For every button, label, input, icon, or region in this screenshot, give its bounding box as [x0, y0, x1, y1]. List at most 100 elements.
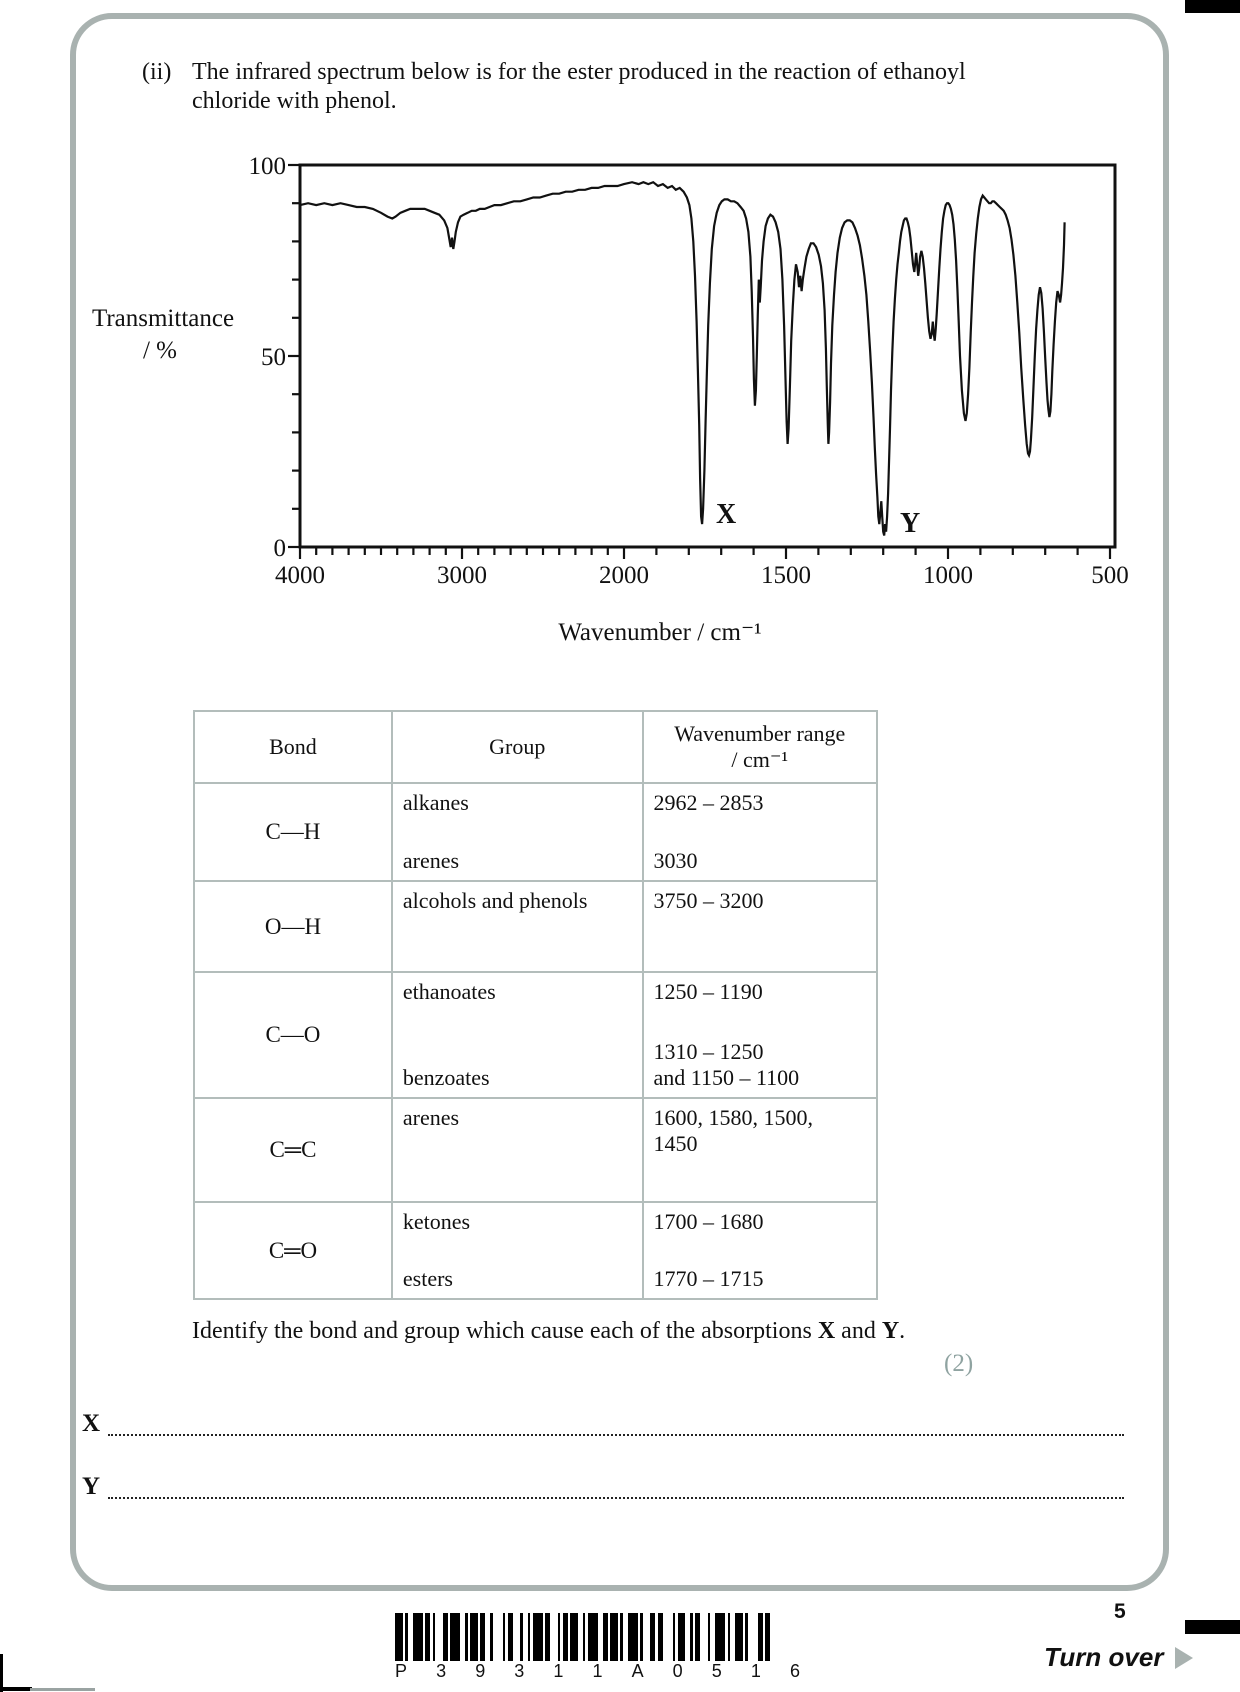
barcode-gap [460, 1613, 465, 1661]
barcode-gap [407, 1613, 413, 1661]
barcode-gap [685, 1613, 690, 1661]
x-tick-label: 1000 [923, 562, 973, 589]
barcode-gap [485, 1613, 490, 1661]
bottom-left-crop-mark [0, 1654, 3, 1692]
barcode-bar [527, 1613, 530, 1661]
barcode-gap [512, 1613, 520, 1661]
group-value: arenes [402, 1105, 460, 1130]
table-header-group: Group [390, 710, 644, 784]
answer-line-x[interactable] [108, 1400, 1124, 1436]
ir-spectrum-chart: 4000 3000 2000 1500 1000 500 0 50 100 Transmittan… [92, 153, 1129, 646]
barcode-gap [762, 1613, 765, 1661]
barcode-gap [617, 1613, 620, 1661]
barcode-gap [435, 1613, 443, 1661]
barcode-gap [430, 1613, 433, 1661]
barcode-char: 1 [553, 1661, 564, 1681]
barcode-bar [507, 1613, 513, 1661]
barcode-bar [690, 1613, 693, 1661]
barcode-bar [715, 1613, 725, 1661]
barcode-bar [520, 1613, 523, 1661]
barcode-char: 3 [436, 1661, 447, 1681]
barcode-bar [480, 1613, 485, 1661]
bond-cell: C═C [193, 1097, 393, 1203]
range-cell: 2962 – 2853 3030 [641, 782, 879, 882]
barcode-gap [542, 1613, 545, 1661]
barcode-bar [442, 1613, 448, 1661]
range-value: 1310 – 1250 and 1150 – 1100 [653, 1039, 800, 1090]
answer-line-y[interactable] [108, 1463, 1124, 1499]
group-value: ethanoates [402, 979, 496, 1004]
turn-over-indicator: Turn over [1044, 1642, 1194, 1673]
wavenumber-correlation-table: Bond Group Wavenumber range / cm⁻¹ C—H alk… [193, 710, 879, 1300]
barcode-bar [465, 1613, 468, 1661]
x-tick-label: 3000 [437, 562, 487, 589]
barcode-gap [742, 1613, 745, 1661]
barcode-bar [432, 1613, 435, 1661]
range-value: 1770 – 1715 [653, 1266, 764, 1291]
barcode-gap [422, 1613, 425, 1661]
barcode-bar [532, 1613, 543, 1661]
barcode-char: 9 [475, 1661, 486, 1681]
group-cell: arenes [390, 1097, 644, 1203]
barcode-gap [642, 1613, 650, 1661]
group-cell: alcohols and phenols [390, 880, 644, 973]
bond-cell: C═O [193, 1201, 393, 1300]
barcode-char: 1 [750, 1661, 761, 1681]
barcode-bar [650, 1613, 655, 1661]
barcode-gap [692, 1613, 695, 1661]
range-value: 1600, 1580, 1500, 1450 [653, 1105, 814, 1156]
top-right-print-mark [1185, 0, 1240, 13]
barcode-text: P 3 9 3 1 1 A 0 5 1 6 [395, 1661, 800, 1682]
barcode-bar [405, 1613, 408, 1661]
group-value: alcohols and phenols [402, 888, 588, 913]
range-value: 1250 – 1190 [653, 979, 763, 1004]
range-cell: 3750 – 3200 [641, 880, 879, 973]
barcode-bar [610, 1613, 618, 1661]
barcode-gap [505, 1613, 508, 1661]
y-tick-label: 50 [261, 344, 286, 371]
answer-label-x: X [82, 1410, 101, 1437]
answer-label-y: Y [82, 1473, 101, 1500]
range-value: 2962 – 2853 [653, 790, 764, 815]
barcode-gap [770, 1613, 773, 1661]
prompt-x: X [817, 1318, 836, 1344]
barcode-gap [700, 1613, 708, 1661]
y-axis-title-units: / % [143, 337, 177, 364]
barcode-bar [502, 1613, 505, 1661]
barcode-bar [602, 1613, 608, 1661]
range-value: 3750 – 3200 [653, 888, 764, 913]
range-cell: 1600, 1580, 1500, 1450 [641, 1097, 879, 1203]
range-value: 3030 [653, 848, 698, 873]
group-value: benzoates [402, 1065, 490, 1090]
barcode-gap [747, 1613, 758, 1661]
table-row: C—O ethanoates benzoates 1250 – 1190 1310 – … [193, 971, 879, 1099]
bond-cell: O—H [193, 880, 393, 973]
bottom-left-crop-mark-horizontal [0, 1687, 32, 1691]
barcode-gap [637, 1613, 640, 1661]
barcode-gap [560, 1613, 563, 1661]
page-number: 5 [1114, 1600, 1126, 1623]
barcode-gap [530, 1613, 533, 1661]
barcode-bar [490, 1613, 493, 1661]
barcode-char: 5 [711, 1661, 722, 1681]
barcode-bar [545, 1613, 550, 1661]
x-tick-label: 4000 [275, 562, 325, 589]
marks-badge: (2) [944, 1350, 974, 1377]
barcode-bar [672, 1613, 675, 1661]
barcode-bar [412, 1613, 423, 1661]
barcode-bar [640, 1613, 643, 1661]
barcode-bar [570, 1613, 578, 1661]
group-value: alkanes [402, 790, 469, 815]
barcode-char: A [631, 1661, 644, 1681]
barcode-bar [627, 1613, 638, 1661]
table-row: C═O ketones esters 1700 – 1680 1770 – 1715 [193, 1201, 879, 1300]
table-row: O—H alcohols and phenols 3750 – 3200 [193, 880, 879, 973]
barcode-bar [745, 1613, 748, 1661]
barcode-gap [477, 1613, 480, 1661]
bond-cell: C—H [193, 782, 393, 882]
barcode-bar [695, 1613, 700, 1661]
barcode-gap [622, 1613, 628, 1661]
y-axis-title: Transmittance [92, 305, 234, 332]
group-cell: ketones esters [390, 1201, 644, 1300]
barcode-bar [765, 1613, 770, 1661]
